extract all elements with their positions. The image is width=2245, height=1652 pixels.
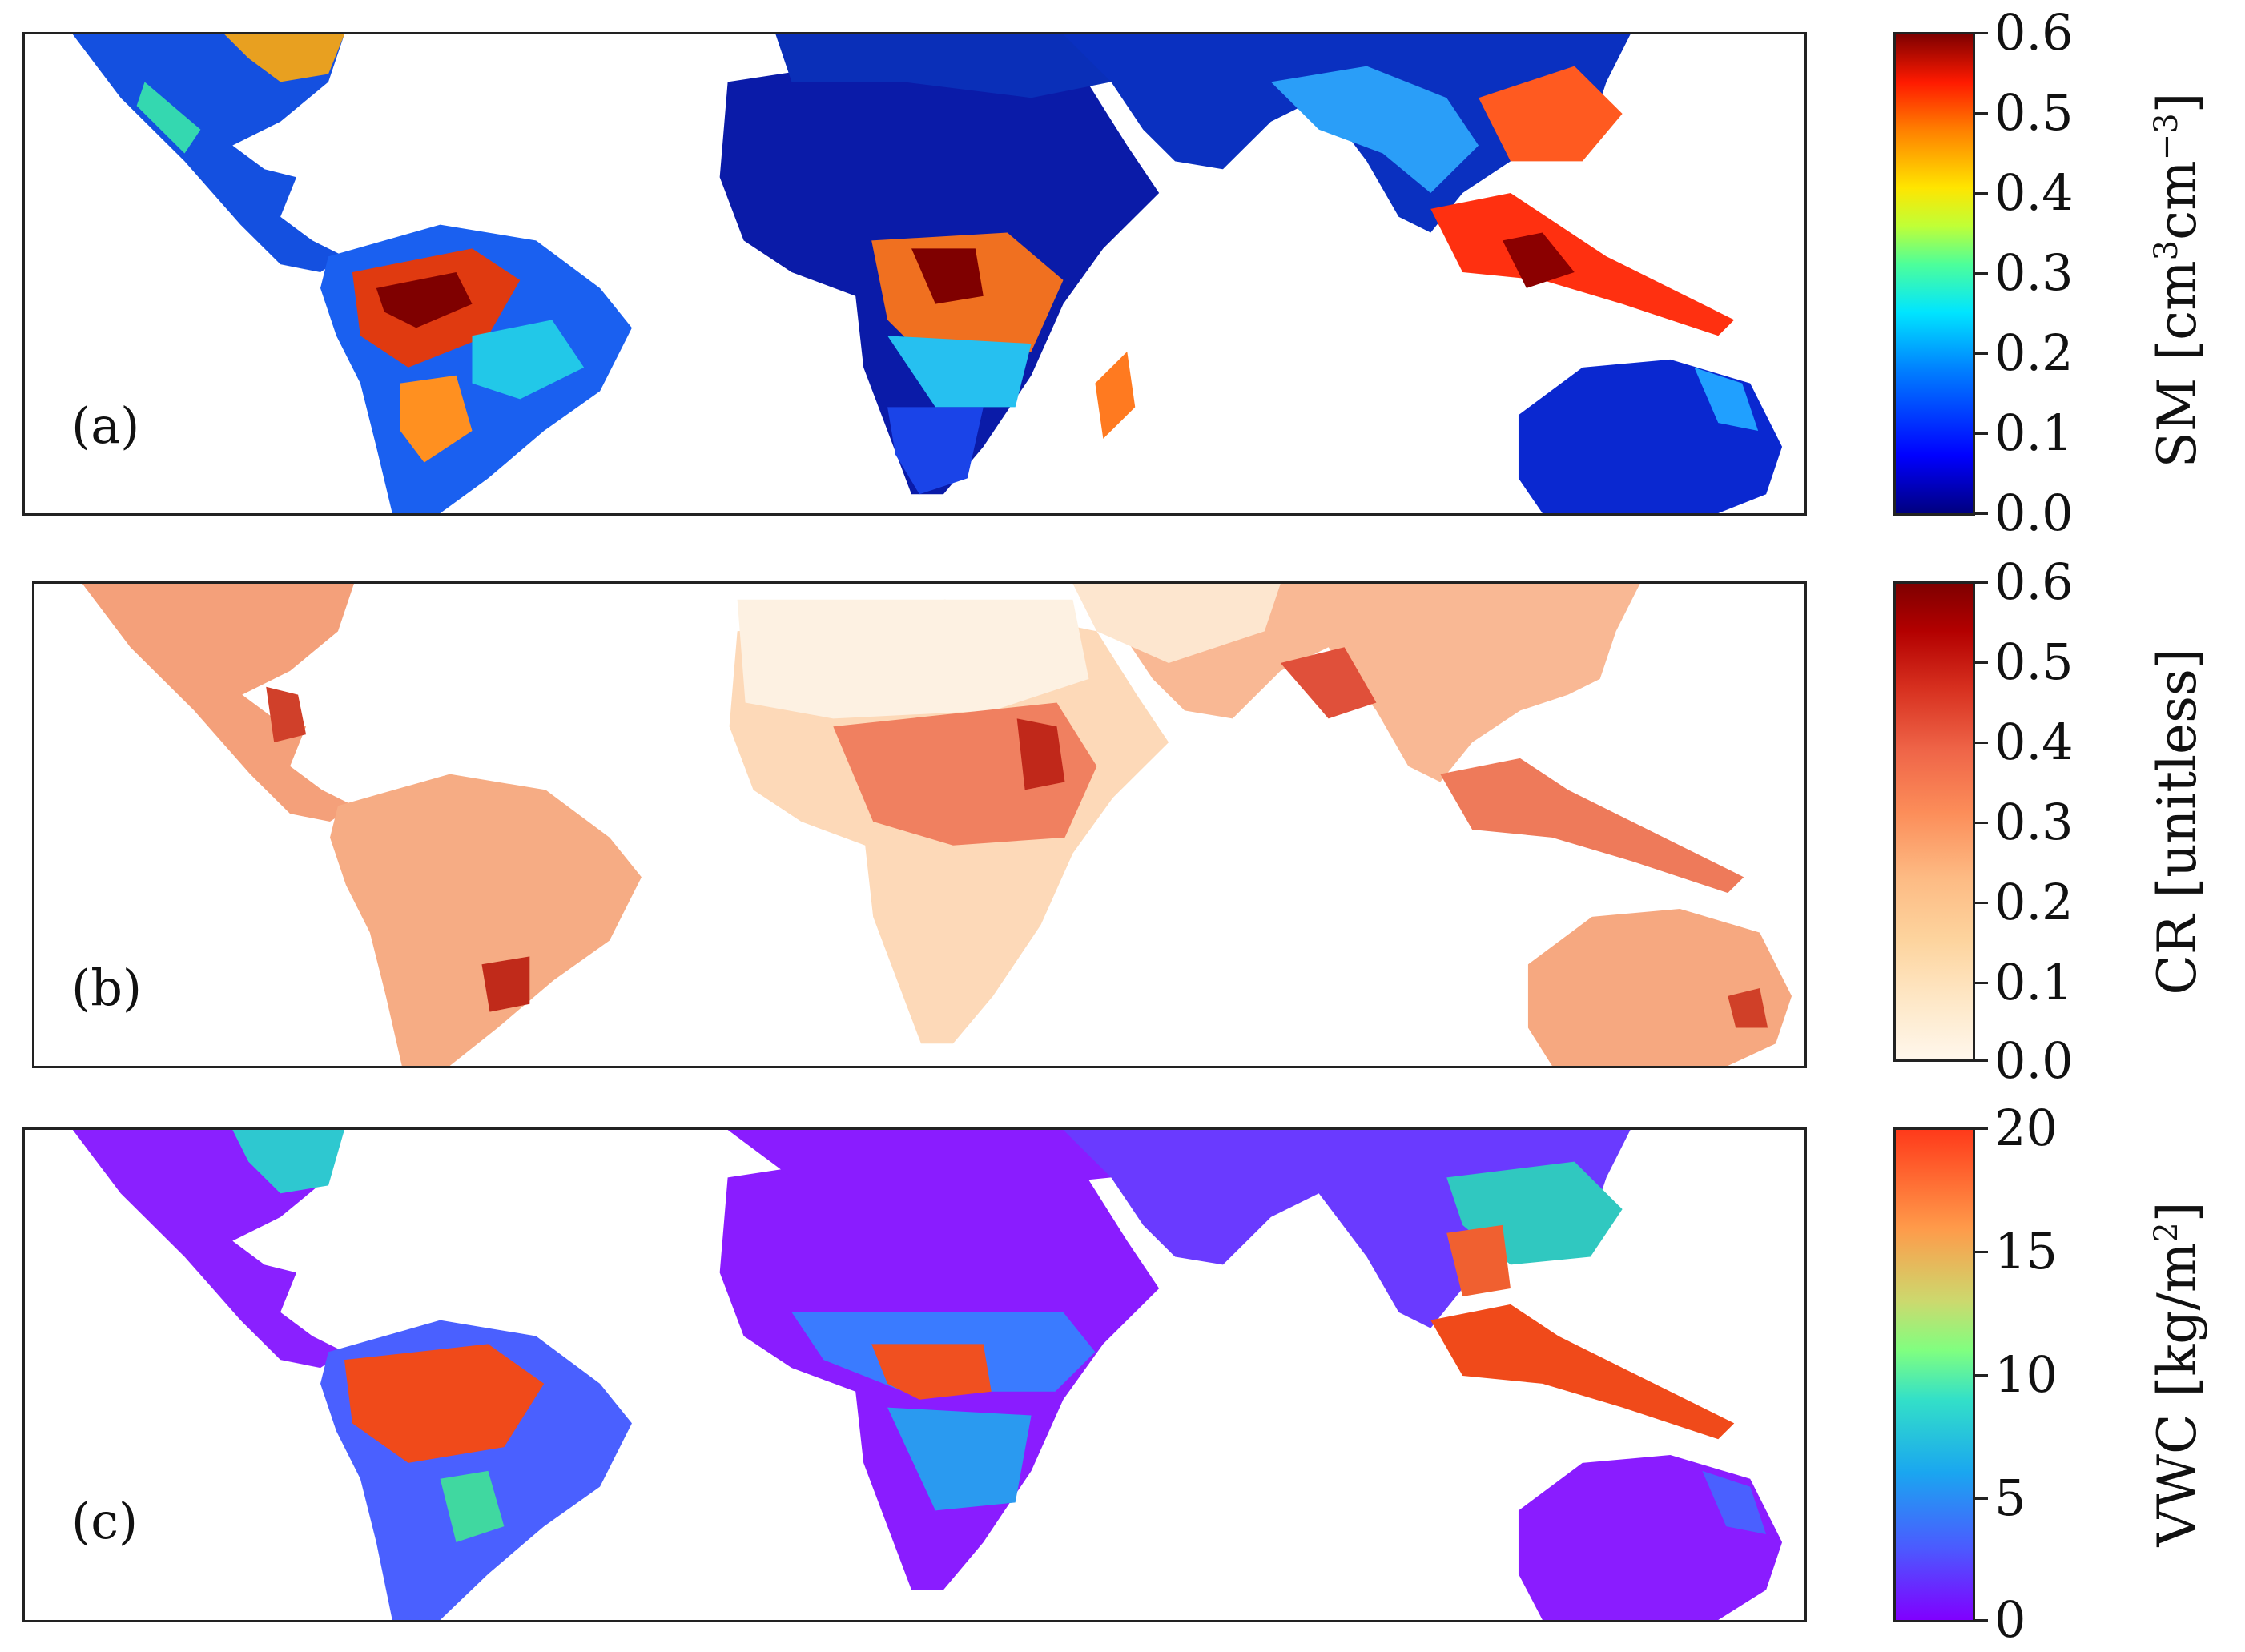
tick-label: 0.5: [1994, 83, 2074, 142]
tick-label: 0.2: [1994, 873, 2074, 931]
tick-label: 0.3: [1994, 793, 2074, 851]
tick-label: 0.0: [1994, 1031, 2074, 1090]
tick-label: 0.5: [1994, 633, 2074, 691]
tick-label: 0.1: [1994, 953, 2074, 1011]
tick-label: 5: [1994, 1469, 2026, 1527]
tick-label: 0.2: [1994, 324, 2074, 382]
tick-label: 0.4: [1994, 163, 2074, 222]
tick-label: 0.3: [1994, 243, 2074, 302]
tick-label: 0.6: [1994, 3, 2074, 62]
colorbar-vwc-title: VWC [kg/m2]: [2146, 1201, 2208, 1547]
colorbar-cr: [1893, 581, 1975, 1062]
tick-label: 20: [1994, 1099, 2058, 1157]
map-panel-b: (b): [32, 581, 1807, 1068]
colorbar-sm: [1893, 32, 1975, 516]
tick-label: 10: [1994, 1345, 2058, 1404]
tick-label: 0.0: [1994, 484, 2074, 542]
panel-label-a: (a): [71, 396, 140, 455]
colorbar-sm-title: SM [cm3cm−3]: [2146, 92, 2208, 468]
soil-moisture-map: [72, 34, 1783, 513]
map-panel-a: (a): [22, 32, 1807, 516]
map-panel-c: (c): [22, 1127, 1807, 1622]
tick-label: 0.6: [1994, 553, 2074, 611]
tick-label: 0.1: [1994, 404, 2074, 462]
tick-label: 0: [1994, 1590, 2026, 1649]
tick-label: 0.4: [1994, 713, 2074, 771]
tick-label: 15: [1994, 1222, 2058, 1280]
panel-label-b: (b): [71, 959, 143, 1017]
colorbar-vwc: [1893, 1127, 1975, 1622]
panel-label-c: (c): [71, 1492, 139, 1550]
vwc-map: [72, 1130, 1783, 1620]
colorbar-cr-title: CR [unitless]: [2146, 648, 2208, 995]
cr-map: [82, 584, 1792, 1066]
